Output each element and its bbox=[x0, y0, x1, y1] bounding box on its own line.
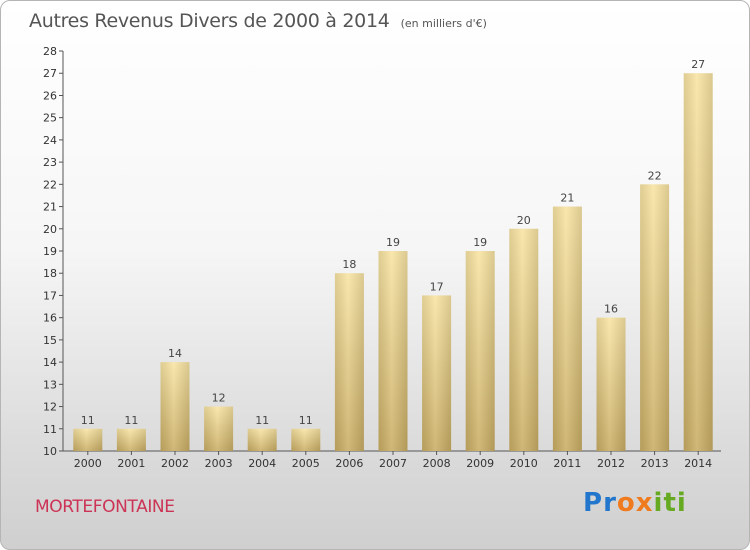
x-tick-label: 2006 bbox=[335, 457, 363, 470]
data-label: 11 bbox=[255, 414, 269, 427]
logo-letter: o bbox=[616, 488, 636, 518]
y-tick-label: 19 bbox=[43, 245, 57, 258]
y-tick-label: 21 bbox=[43, 201, 57, 214]
x-tick-label: 2011 bbox=[553, 457, 581, 470]
x-tick-label: 2008 bbox=[423, 457, 451, 470]
x-tick-label: 2013 bbox=[641, 457, 669, 470]
x-tick-label: 2002 bbox=[161, 457, 189, 470]
y-tick-label: 17 bbox=[43, 289, 57, 302]
data-label: 11 bbox=[124, 414, 138, 427]
y-tick-label: 24 bbox=[43, 134, 57, 147]
bar-shade bbox=[116, 428, 146, 451]
bar-shade bbox=[73, 428, 103, 451]
y-tick-label: 28 bbox=[43, 45, 57, 58]
x-tick-label: 2009 bbox=[466, 457, 494, 470]
bar-shade bbox=[204, 406, 234, 451]
title-row: Autres Revenus Divers de 2000 à 2014 (en… bbox=[29, 10, 487, 32]
data-label: 11 bbox=[299, 414, 313, 427]
bar-shade bbox=[334, 273, 364, 451]
commune-name: MORTEFONTAINE bbox=[35, 497, 175, 517]
bar-shade bbox=[291, 428, 321, 451]
x-tick-label: 2004 bbox=[248, 457, 276, 470]
y-tick-label: 11 bbox=[43, 423, 57, 436]
x-tick-label: 2007 bbox=[379, 457, 407, 470]
data-label: 12 bbox=[212, 392, 226, 405]
x-tick-label: 2003 bbox=[205, 457, 233, 470]
y-tick-label: 25 bbox=[43, 112, 57, 125]
y-tick-label: 26 bbox=[43, 89, 57, 102]
data-label: 17 bbox=[430, 280, 444, 293]
chart-subtitle: (en milliers d'€) bbox=[400, 17, 487, 30]
data-label: 22 bbox=[648, 169, 662, 182]
bar-shade bbox=[596, 317, 626, 451]
x-tick-label: 2014 bbox=[684, 457, 712, 470]
data-label: 14 bbox=[168, 347, 182, 360]
proxiti-logo: Proxiti bbox=[583, 488, 687, 518]
y-tick-label: 22 bbox=[43, 178, 57, 191]
bar-shade bbox=[552, 206, 582, 451]
y-tick-label: 27 bbox=[43, 67, 57, 80]
y-tick-label: 14 bbox=[43, 356, 57, 369]
logo-letter: r bbox=[603, 488, 617, 518]
x-tick-label: 2000 bbox=[74, 457, 102, 470]
data-label: 27 bbox=[691, 58, 705, 71]
x-tick-label: 2001 bbox=[117, 457, 145, 470]
data-label: 21 bbox=[560, 192, 574, 205]
bar-shade bbox=[247, 428, 277, 451]
x-tick-label: 2012 bbox=[597, 457, 625, 470]
data-label: 20 bbox=[517, 214, 531, 227]
bar-shade bbox=[640, 184, 670, 452]
logo-letter: i bbox=[653, 488, 664, 518]
logo-letter: P bbox=[583, 488, 604, 518]
y-tick-label: 16 bbox=[43, 312, 57, 325]
bar-shade bbox=[422, 295, 452, 451]
logo-letter: i bbox=[676, 488, 687, 518]
y-tick-label: 15 bbox=[43, 334, 57, 347]
y-tick-label: 10 bbox=[43, 445, 57, 458]
y-tick-label: 23 bbox=[43, 156, 57, 169]
bar-shade bbox=[683, 73, 713, 451]
x-tick-label: 2005 bbox=[292, 457, 320, 470]
bar-shade bbox=[378, 251, 408, 451]
chart-title: Autres Revenus Divers de 2000 à 2014 bbox=[29, 10, 390, 32]
y-tick-label: 18 bbox=[43, 267, 57, 280]
y-tick-label: 12 bbox=[43, 401, 57, 414]
data-label: 18 bbox=[342, 258, 356, 271]
data-label: 16 bbox=[604, 303, 618, 316]
data-label: 11 bbox=[81, 414, 95, 427]
data-label: 19 bbox=[386, 236, 400, 249]
y-tick-label: 20 bbox=[43, 223, 57, 236]
bar-shade bbox=[160, 362, 190, 451]
bar-shade bbox=[465, 251, 495, 451]
bar-shade bbox=[509, 228, 539, 451]
x-tick-label: 2010 bbox=[510, 457, 538, 470]
logo-letter: t bbox=[663, 488, 677, 518]
data-label: 19 bbox=[473, 236, 487, 249]
y-tick-label: 13 bbox=[43, 378, 57, 391]
logo-letter: x bbox=[635, 488, 654, 518]
